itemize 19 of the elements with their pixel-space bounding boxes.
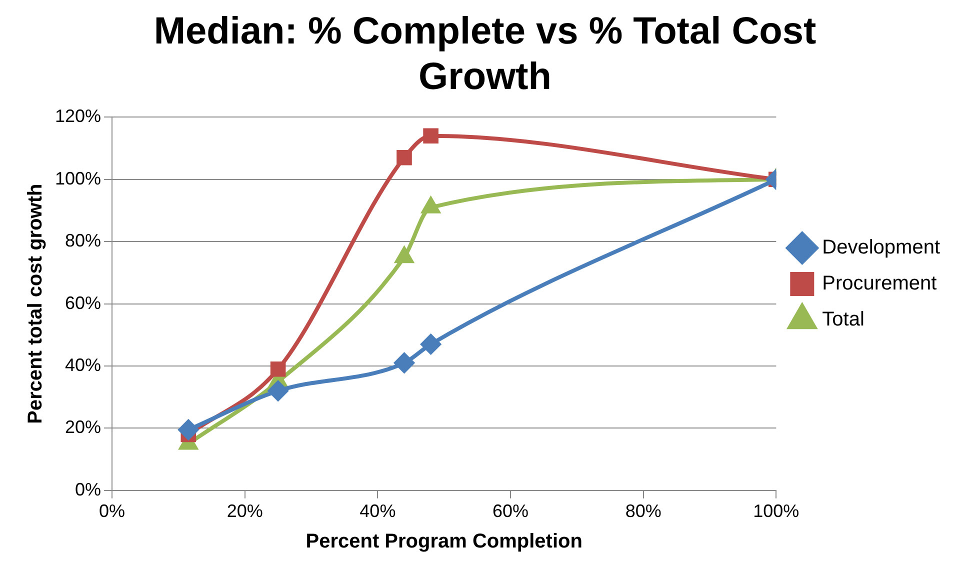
x-tick-label: 80% [625, 501, 662, 522]
x-tick-label: 0% [99, 501, 126, 522]
y-tick-label: 60% [65, 292, 102, 313]
y-tick-label: 20% [65, 417, 102, 438]
y-tick-label: 40% [65, 354, 102, 375]
y-tick-label: 0% [75, 479, 102, 500]
chart-title: Median: % Complete vs % Total Cost Growth [154, 10, 816, 98]
y-tick-label: 80% [65, 230, 102, 251]
x-tick-label: 60% [492, 501, 529, 522]
x-tick-label: 20% [226, 501, 263, 522]
legend-label: Total [822, 308, 864, 331]
y-axis-title: Percent total cost growth [24, 184, 47, 424]
legend-label: Development [822, 236, 940, 259]
x-tick-label: 40% [360, 501, 396, 522]
x-tick-label: 100% [753, 501, 800, 522]
x-axis-title: Percent Program Completion [306, 530, 582, 553]
y-tick-label: 100% [54, 168, 102, 188]
legend-label: Procurement [822, 272, 938, 295]
y-tick-label: 120% [54, 106, 102, 126]
